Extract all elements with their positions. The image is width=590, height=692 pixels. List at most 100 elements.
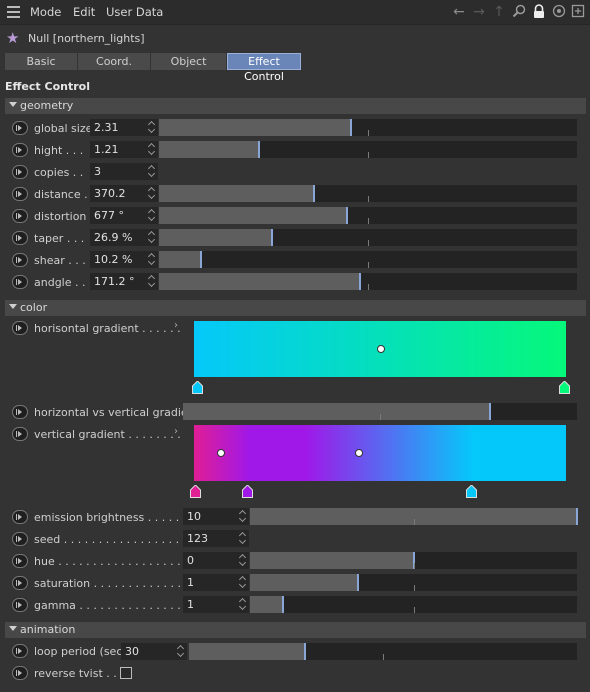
param-value-field[interactable]: 0 xyxy=(183,552,249,569)
vertical-gradient-bar[interactable] xyxy=(194,425,566,481)
animate-toggle-icon[interactable] xyxy=(12,666,28,680)
slider-handle[interactable] xyxy=(359,273,361,290)
slider-handle[interactable] xyxy=(346,207,348,224)
lock-icon[interactable] xyxy=(531,4,547,20)
spinner-arrows-icon[interactable] xyxy=(149,253,155,266)
spinner-arrows-icon[interactable] xyxy=(149,121,155,134)
param-slider[interactable] xyxy=(250,552,577,569)
spinner-arrows-icon[interactable] xyxy=(240,510,246,523)
param-value-field[interactable]: 677 ° xyxy=(90,207,158,224)
h-vs-v-slider[interactable] xyxy=(183,403,577,420)
gradient-stop-marker[interactable] xyxy=(190,485,201,498)
animate-toggle-icon[interactable] xyxy=(12,253,28,267)
animate-toggle-icon[interactable] xyxy=(12,576,28,590)
animate-toggle-icon[interactable] xyxy=(12,405,28,419)
slider-handle[interactable] xyxy=(357,574,359,591)
slider-handle[interactable] xyxy=(576,508,578,525)
gradient-knot[interactable] xyxy=(217,449,225,457)
search-icon[interactable] xyxy=(511,4,527,20)
param-slider[interactable] xyxy=(250,574,577,591)
param-value-field[interactable]: 123 xyxy=(183,530,249,547)
slider-handle[interactable] xyxy=(271,229,273,246)
param-slider[interactable] xyxy=(250,596,577,613)
animate-toggle-icon[interactable] xyxy=(12,121,28,135)
loop-period-slider[interactable] xyxy=(189,643,577,660)
spinner-arrows-icon[interactable] xyxy=(149,231,155,244)
group-geometry[interactable]: geometry xyxy=(5,98,586,114)
param-value-field[interactable]: 10.2 % xyxy=(90,251,158,268)
slider-handle[interactable] xyxy=(200,251,202,268)
param-value-field[interactable]: 1 xyxy=(183,596,249,613)
animate-toggle-icon[interactable] xyxy=(12,532,28,546)
loop-period-field[interactable]: 30 xyxy=(121,643,187,660)
animate-toggle-icon[interactable] xyxy=(12,510,28,524)
back-arrow-icon[interactable]: ← xyxy=(453,4,465,20)
param-value-field[interactable]: 1 xyxy=(183,574,249,591)
param-value-field[interactable]: 3 xyxy=(90,163,158,180)
gradient-knot[interactable] xyxy=(355,449,363,457)
animate-toggle-icon[interactable] xyxy=(12,143,28,157)
spinner-arrows-icon[interactable] xyxy=(149,275,155,288)
hamburger-menu-icon[interactable] xyxy=(7,6,20,18)
spinner-arrows-icon[interactable] xyxy=(149,143,155,156)
animate-toggle-icon[interactable] xyxy=(12,209,28,223)
spinner-arrows-icon[interactable] xyxy=(240,532,246,545)
gradient-stop-marker[interactable] xyxy=(559,381,570,394)
spinner-arrows-icon[interactable] xyxy=(240,576,246,589)
gradient-stop-marker[interactable] xyxy=(242,485,253,498)
menu-edit[interactable]: Edit xyxy=(73,5,96,19)
slider-handle[interactable] xyxy=(350,119,352,136)
spinner-arrows-icon[interactable] xyxy=(178,645,184,658)
group-animation[interactable]: animation xyxy=(5,622,586,638)
group-color[interactable]: color xyxy=(5,300,586,316)
gradient-stop-marker[interactable] xyxy=(466,485,477,498)
spinner-arrows-icon[interactable] xyxy=(240,554,246,567)
expand-chevron-icon[interactable]: › xyxy=(174,426,178,437)
tab-coord[interactable]: Coord. xyxy=(78,53,150,70)
param-value-field[interactable]: 370.2 xyxy=(90,185,158,202)
slider-handle[interactable] xyxy=(313,185,315,202)
param-slider[interactable] xyxy=(250,508,578,525)
animate-toggle-icon[interactable] xyxy=(12,321,28,335)
param-slider[interactable] xyxy=(159,119,577,136)
spinner-arrows-icon[interactable] xyxy=(149,187,155,200)
param-slider[interactable] xyxy=(159,207,577,224)
param-value-field[interactable]: 10 xyxy=(183,508,249,525)
param-slider[interactable] xyxy=(159,251,577,268)
gradient-stop-marker[interactable] xyxy=(192,381,203,394)
animate-toggle-icon[interactable] xyxy=(12,644,28,658)
param-slider[interactable] xyxy=(159,229,577,246)
up-arrow-icon[interactable]: ↑ xyxy=(493,4,505,20)
param-value-field[interactable]: 2.31 xyxy=(90,119,158,136)
param-value-field[interactable]: 26.9 % xyxy=(90,229,158,246)
param-slider[interactable] xyxy=(159,273,577,290)
animate-toggle-icon[interactable] xyxy=(12,554,28,568)
new-panel-icon[interactable] xyxy=(570,4,586,20)
param-slider[interactable] xyxy=(159,141,577,158)
target-icon[interactable] xyxy=(551,4,567,20)
animate-toggle-icon[interactable] xyxy=(12,187,28,201)
tab-object[interactable]: Object xyxy=(151,53,226,70)
slider-handle[interactable] xyxy=(258,141,260,158)
tab-effect-control[interactable]: Effect Control xyxy=(227,53,301,83)
animate-toggle-icon[interactable] xyxy=(12,231,28,245)
menu-mode[interactable]: Mode xyxy=(30,5,62,19)
spinner-arrows-icon[interactable] xyxy=(240,598,246,611)
expand-chevron-icon[interactable]: › xyxy=(174,320,178,331)
gradient-knot[interactable] xyxy=(377,345,385,353)
animate-toggle-icon[interactable] xyxy=(12,165,28,179)
slider-handle[interactable] xyxy=(282,596,284,613)
animate-toggle-icon[interactable] xyxy=(12,275,28,289)
menu-user-data[interactable]: User Data xyxy=(106,5,164,19)
param-value-field[interactable]: 1.21 xyxy=(90,141,158,158)
animate-toggle-icon[interactable] xyxy=(12,427,28,441)
forward-arrow-icon[interactable]: → xyxy=(473,4,485,20)
slider-handle[interactable] xyxy=(489,403,491,420)
animate-toggle-icon[interactable] xyxy=(12,598,28,612)
reverse-tvist-checkbox[interactable] xyxy=(120,667,132,679)
slider-handle[interactable] xyxy=(413,552,415,569)
spinner-arrows-icon[interactable] xyxy=(149,209,155,222)
param-value-field[interactable]: 171.2 ° xyxy=(90,273,158,290)
slider-handle[interactable] xyxy=(304,643,306,660)
spinner-arrows-icon[interactable] xyxy=(149,165,155,178)
